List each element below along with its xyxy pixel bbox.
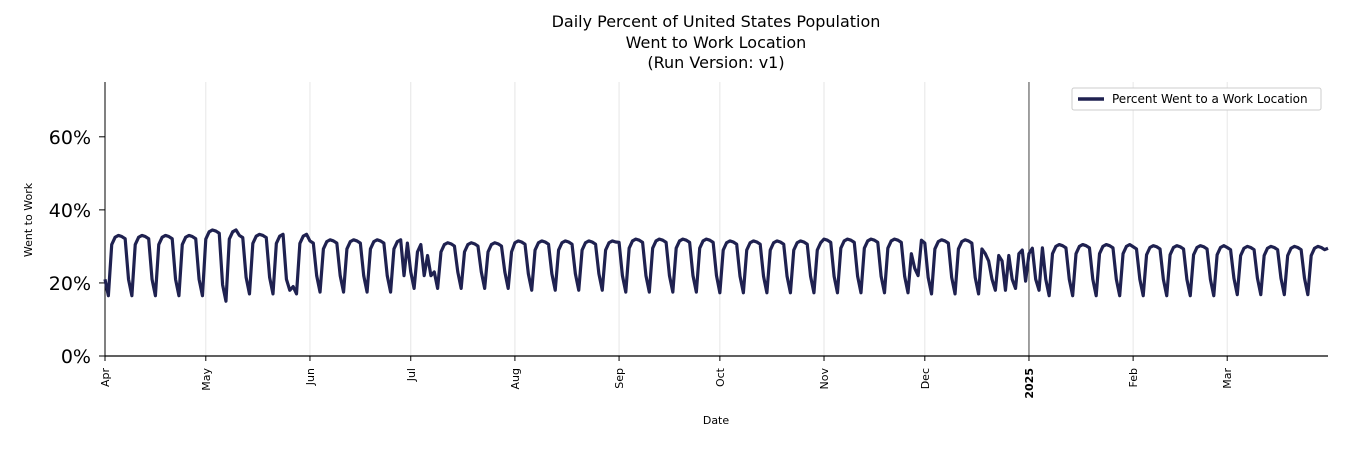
legend-label: Percent Went to a Work Location — [1112, 92, 1308, 106]
y-axis: 0% 20% 40% 60% — [49, 82, 106, 368]
y-tick-label: 0% — [61, 346, 91, 368]
x-tick-label: Sep — [613, 368, 626, 389]
x-tick-label: Feb — [1127, 368, 1140, 387]
series-line-percent-went-to-work — [103, 228, 1329, 303]
vertical-gridlines — [104, 82, 1228, 356]
x-axis: Apr May Jun Jul Aug Sep Oct Nov Dec 2025 Feb Mar — [99, 355, 1328, 399]
y-axis-label: Went to Work — [22, 182, 35, 257]
x-tick-label: May — [200, 368, 213, 391]
x-tick-label: 2025 — [1023, 368, 1036, 399]
x-tick-label: Mar — [1221, 368, 1234, 389]
x-tick-label: Aug — [509, 368, 522, 389]
legend-box — [1071, 87, 1322, 111]
y-tick-label: 20% — [49, 273, 91, 295]
chart-title: Daily Percent of United States Populatio… — [552, 12, 881, 72]
legend: Percent Went to a Work Location — [1071, 87, 1322, 111]
title-line-3: (Run Version: v1) — [647, 53, 784, 72]
title-line-1: Daily Percent of United States Populatio… — [552, 12, 881, 31]
x-tick-label: Oct — [714, 367, 727, 387]
x-tick-label: Dec — [919, 368, 932, 389]
title-line-2: Went to Work Location — [626, 33, 807, 52]
x-tick-label: Jul — [405, 368, 418, 382]
x-tick-label: Apr — [99, 368, 112, 388]
x-tick-label: Nov — [818, 368, 831, 390]
x-tick-label: Jun — [304, 368, 317, 386]
x-axis-label: Date — [703, 414, 730, 427]
y-tick-label: 60% — [49, 127, 91, 149]
y-tick-label: 40% — [49, 200, 91, 222]
series-group — [103, 228, 1329, 303]
